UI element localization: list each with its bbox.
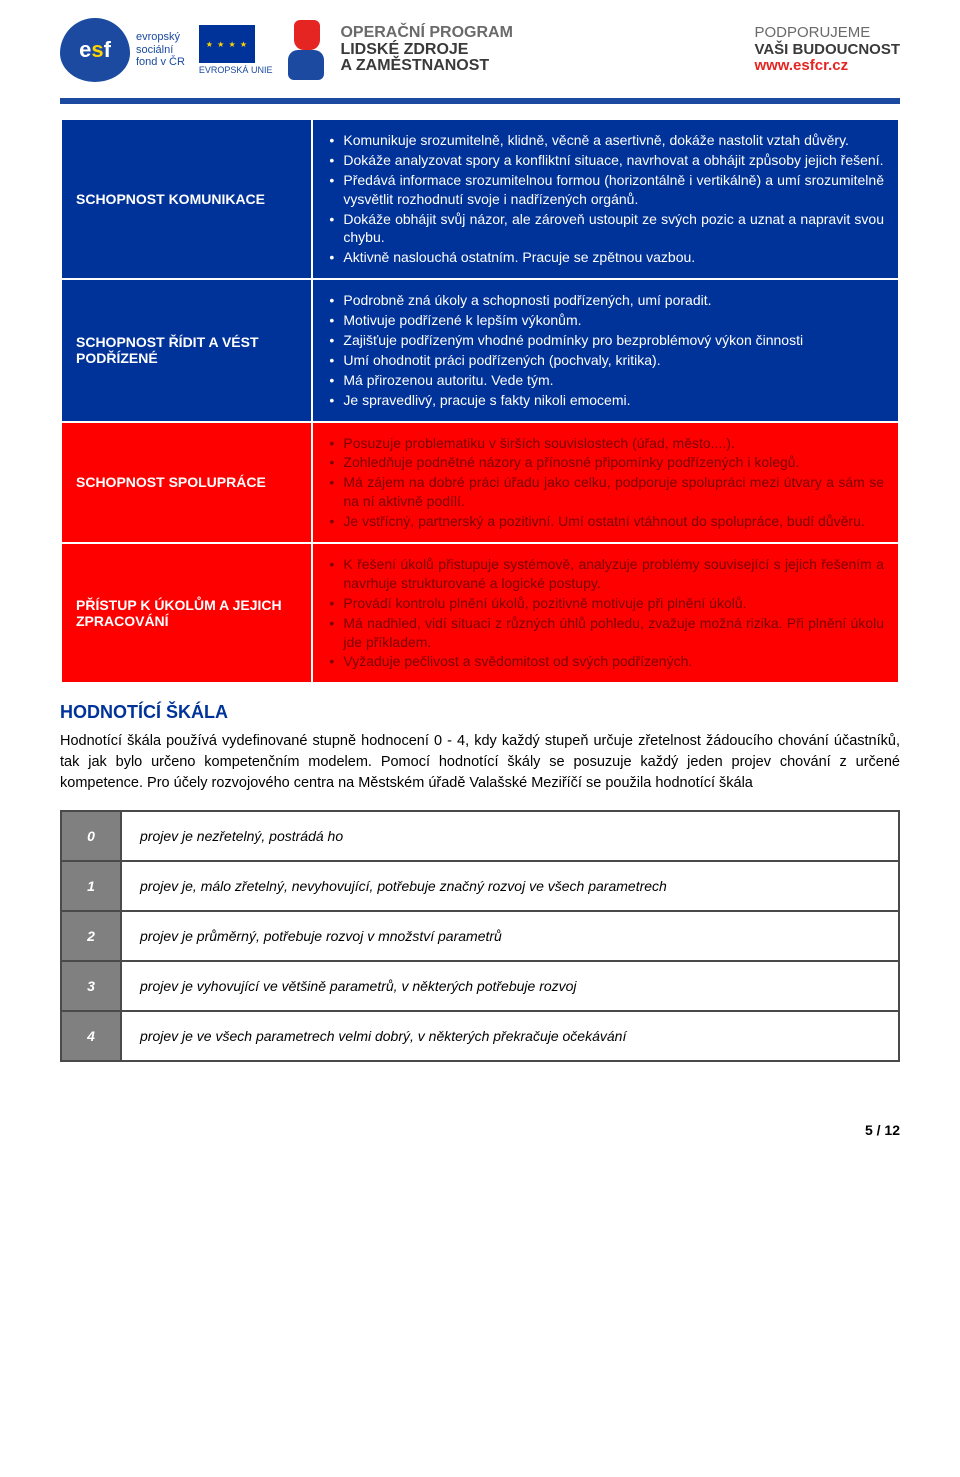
scale-paragraph: Hodnotící škála používá vydefinované stu… bbox=[60, 731, 900, 794]
op-line: OPERAČNÍ PROGRAM bbox=[340, 25, 512, 42]
support-line: VAŠI BUDOUCNOST bbox=[754, 42, 900, 59]
competency-bullet: Umí ohodnotit práci podřízených (pochval… bbox=[327, 351, 884, 370]
competency-bullet: Komunikuje srozumitelně, klidně, věcně a… bbox=[327, 131, 884, 150]
competency-bullet: Má zájem na dobré práci úřadu jako celku… bbox=[327, 473, 884, 511]
op-puzzle-icon bbox=[286, 20, 326, 80]
competency-bullets-cell: K řešení úkolů přistupuje systémově, ana… bbox=[312, 543, 899, 683]
scale-level-number: 2 bbox=[61, 911, 121, 961]
eu-flag-block: ★ ★ ★ ★ EVROPSKÁ UNIE bbox=[199, 25, 273, 75]
scale-row: 4projev je ve všech parametrech velmi do… bbox=[61, 1011, 899, 1061]
eu-label: EVROPSKÁ UNIE bbox=[199, 65, 273, 75]
scale-row: 1projev je, málo zřetelný, nevyhovující,… bbox=[61, 861, 899, 911]
header-logos: esf evropský sociální fond v ČR ★ ★ ★ ★ … bbox=[60, 18, 900, 92]
scale-heading: HODNOTÍCÍ ŠKÁLA bbox=[60, 702, 900, 723]
scale-level-number: 1 bbox=[61, 861, 121, 911]
scale-level-description: projev je nezřetelný, postrádá ho bbox=[121, 811, 899, 861]
competency-bullet: Motivuje podřízené k lepším výkonům. bbox=[327, 311, 884, 330]
scale-row: 0projev je nezřetelný, postrádá ho bbox=[61, 811, 899, 861]
esf-logo-block: esf evropský sociální fond v ČR bbox=[60, 18, 185, 82]
scale-level-description: projev je ve všech parametrech velmi dob… bbox=[121, 1011, 899, 1061]
esf-label-line: evropský bbox=[136, 31, 185, 44]
competency-label-cell: PŘÍSTUP K ÚKOLŮM A JEJICH ZPRACOVÁNÍ bbox=[61, 543, 312, 683]
support-url: www.esfcr.cz bbox=[754, 58, 900, 75]
competency-bullet: Zajišťuje podřízeným vhodné podmínky pro… bbox=[327, 331, 884, 350]
support-line: PODPORUJEME bbox=[754, 25, 900, 42]
competency-bullets-cell: Podrobně zná úkoly a schopnosti podřízen… bbox=[312, 279, 899, 421]
scale-level-description: projev je vyhovující ve většině parametr… bbox=[121, 961, 899, 1011]
competency-label-cell: SCHOPNOST KOMUNIKACE bbox=[61, 119, 312, 279]
competency-bullet-list: K řešení úkolů přistupuje systémově, ana… bbox=[327, 555, 884, 671]
competency-bullets-cell: Komunikuje srozumitelně, klidně, věcně a… bbox=[312, 119, 899, 279]
competency-row: SCHOPNOST ŘÍDIT A VÉST PODŘÍZENÉ Podrobně… bbox=[61, 279, 899, 421]
scale-level-number: 3 bbox=[61, 961, 121, 1011]
page-root: esf evropský sociální fond v ČR ★ ★ ★ ★ … bbox=[0, 0, 960, 1168]
esf-label-line: fond v ČR bbox=[136, 56, 185, 69]
op-line: A ZAMĚSTNANOST bbox=[340, 58, 512, 75]
competency-bullet: Provádí kontrolu plnění úkolů, pozitivně… bbox=[327, 594, 884, 613]
competency-bullet-list: Komunikuje srozumitelně, klidně, věcně a… bbox=[327, 131, 884, 267]
competency-bullet: Dokáže obhájit svůj názor, ale zároveň u… bbox=[327, 210, 884, 248]
op-line: LIDSKÉ ZDROJE bbox=[340, 42, 512, 59]
competency-bullet: Vyžaduje pečlivost a svědomitost od svýc… bbox=[327, 652, 884, 671]
competency-row: SCHOPNOST KOMUNIKACE Komunikuje srozumite… bbox=[61, 119, 899, 279]
scale-level-description: projev je, málo zřetelný, nevyhovující, … bbox=[121, 861, 899, 911]
scale-row: 3projev je vyhovující ve většině paramet… bbox=[61, 961, 899, 1011]
header-divider bbox=[60, 98, 900, 104]
competency-bullet: Je vstřícný, partnerský a pozitivní. Umí… bbox=[327, 512, 884, 531]
competency-bullets-cell: Posuzuje problematiku v širších souvislo… bbox=[312, 422, 899, 543]
competency-label-cell: SCHOPNOST ŘÍDIT A VÉST PODŘÍZENÉ bbox=[61, 279, 312, 421]
competency-bullet: Má nadhled, vidí situaci z různých úhlů … bbox=[327, 614, 884, 652]
competency-bullet: Je spravedlivý, pracuje s fakty nikoli e… bbox=[327, 391, 884, 410]
competency-label-cell: SCHOPNOST SPOLUPRÁCE bbox=[61, 422, 312, 543]
competency-bullet: K řešení úkolů přistupuje systémově, ana… bbox=[327, 555, 884, 593]
competency-bullet: Podrobně zná úkoly a schopnosti podřízen… bbox=[327, 291, 884, 310]
competency-row: SCHOPNOST SPOLUPRÁCE Posuzuje problematik… bbox=[61, 422, 899, 543]
competency-bullet: Předává informace srozumitelnou formou (… bbox=[327, 171, 884, 209]
competency-row: PŘÍSTUP K ÚKOLŮM A JEJICH ZPRACOVÁNÍ K ře… bbox=[61, 543, 899, 683]
competency-table: SCHOPNOST KOMUNIKACE Komunikuje srozumite… bbox=[60, 118, 900, 684]
competency-bullet: Posuzuje problematiku v širších souvislo… bbox=[327, 434, 884, 453]
scale-level-number: 4 bbox=[61, 1011, 121, 1061]
competency-bullet: Má přirozenou autoritu. Vede tým. bbox=[327, 371, 884, 390]
scale-table: 0projev je nezřetelný, postrádá ho1proje… bbox=[60, 810, 900, 1062]
competency-bullet: Zohledňuje podnětné názory a přínosné př… bbox=[327, 453, 884, 472]
page-number: 5 / 12 bbox=[60, 1122, 900, 1138]
competency-bullet-list: Podrobně zná úkoly a schopnosti podřízen… bbox=[327, 291, 884, 409]
support-text: PODPORUJEME VAŠI BUDOUCNOST www.esfcr.cz bbox=[754, 25, 900, 75]
esf-mark-icon: esf bbox=[60, 18, 130, 82]
esf-label-line: sociální bbox=[136, 44, 185, 57]
scale-row: 2projev je průměrný, potřebuje rozvoj v … bbox=[61, 911, 899, 961]
eu-flag-icon: ★ ★ ★ ★ bbox=[199, 25, 255, 63]
esf-label: evropský sociální fond v ČR bbox=[136, 31, 185, 69]
scale-level-description: projev je průměrný, potřebuje rozvoj v m… bbox=[121, 911, 899, 961]
op-program-text: OPERAČNÍ PROGRAM LIDSKÉ ZDROJE A ZAMĚSTN… bbox=[340, 25, 512, 75]
scale-level-number: 0 bbox=[61, 811, 121, 861]
competency-bullet: Aktivně naslouchá ostatním. Pracuje se z… bbox=[327, 248, 884, 267]
competency-bullet-list: Posuzuje problematiku v širších souvislo… bbox=[327, 434, 884, 531]
competency-bullet: Dokáže analyzovat spory a konfliktní sit… bbox=[327, 151, 884, 170]
